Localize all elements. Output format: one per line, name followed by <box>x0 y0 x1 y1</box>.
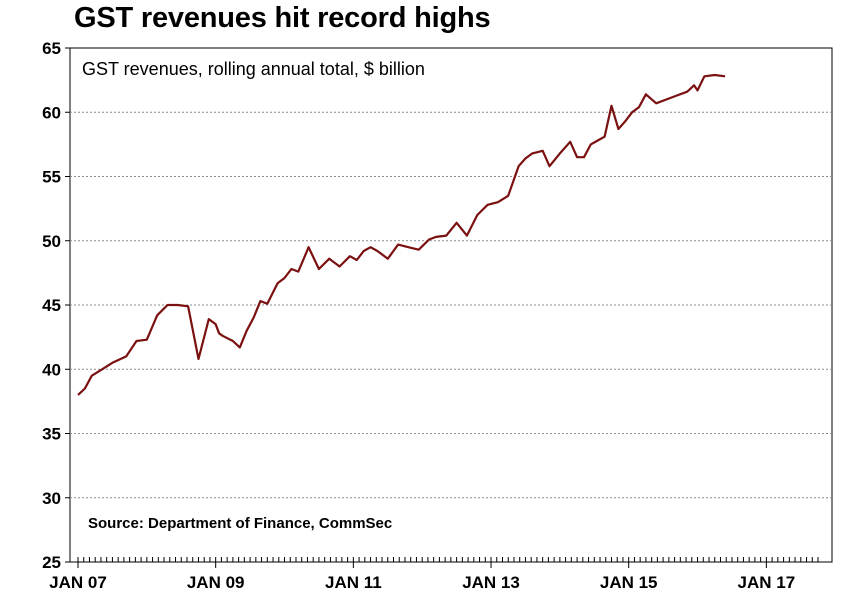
series-line <box>77 73 726 396</box>
y-tick-label: 35 <box>42 425 61 444</box>
gridlines <box>70 111 832 499</box>
chart-subtitle: GST revenues, rolling annual total, $ bi… <box>82 59 425 79</box>
x-tick-label: JAN 07 <box>49 573 107 592</box>
x-tick-label: JAN 17 <box>738 573 796 592</box>
x-tick-label: JAN 13 <box>462 573 520 592</box>
y-tick-label: 30 <box>42 489 61 508</box>
y-axis: 25 30 35 40 45 50 55 60 65 <box>42 39 70 572</box>
y-tick-label: 25 <box>42 553 61 572</box>
series-lines <box>77 73 726 396</box>
x-tick-label: JAN 15 <box>600 573 658 592</box>
y-tick-label: 65 <box>42 39 61 58</box>
x-axis: JAN 07 JAN 09 JAN 11 JAN 13 JAN 15 JAN 17 <box>49 557 819 592</box>
chart-title: GST revenues hit record highs <box>74 2 491 34</box>
x-tick-label: JAN 09 <box>187 573 245 592</box>
x-tick-label: JAN 11 <box>325 573 382 592</box>
y-tick-label: 45 <box>42 296 61 315</box>
y-tick-label: 60 <box>42 103 61 122</box>
y-tick-label: 40 <box>42 360 61 379</box>
y-tick-label: 55 <box>42 168 61 187</box>
y-tick-label: 50 <box>42 232 61 251</box>
source-note: Source: Department of Finance, CommSec <box>88 515 392 532</box>
